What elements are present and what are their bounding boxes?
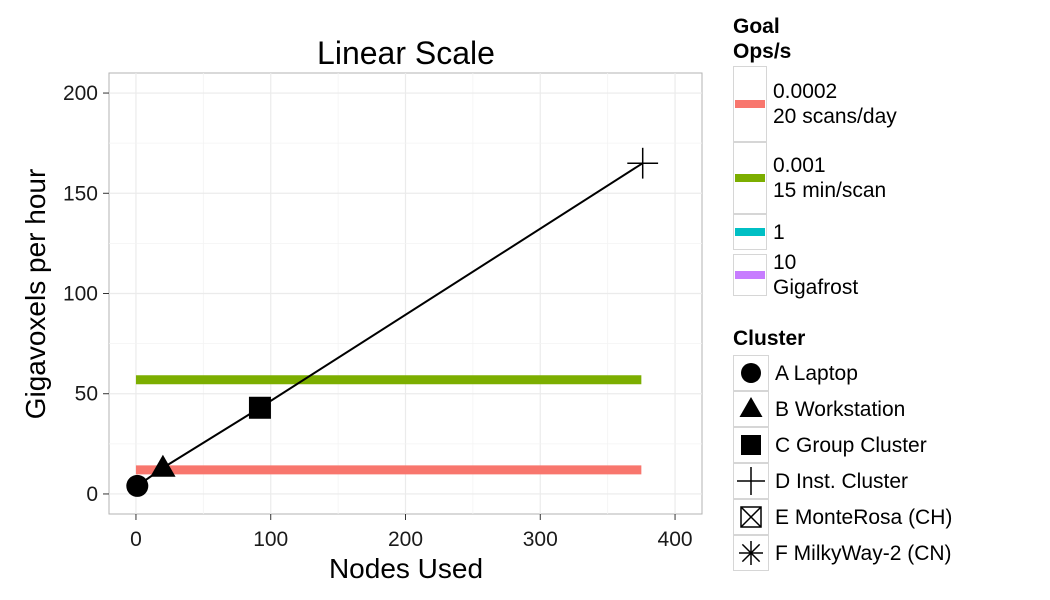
chart-canvas: Linear Scale 0 100 200 300 400 050100150200 … (20, 35, 703, 584)
goal-legend-label: 10 Gigafrost (773, 251, 859, 299)
goal-legend-label: 0.001 15 min/scan (773, 154, 887, 202)
goal-legend-label: 1 (773, 220, 785, 244)
goal-legend-swatch (733, 142, 767, 214)
legend-symbol (737, 467, 765, 495)
plus-icon (737, 467, 765, 495)
data-series (126, 147, 659, 497)
legend-symbol (739, 541, 763, 565)
y-tick-label: 100 (63, 283, 98, 306)
legend-symbol (741, 363, 761, 383)
goal-legend-item: 0.0002 20 scans/day (733, 66, 897, 142)
cluster-legend-swatch (733, 427, 769, 463)
asterisk-icon (739, 541, 763, 565)
x-axis-ticks: 0 100 200 300 400 (130, 514, 693, 551)
data-point (627, 147, 659, 179)
cluster-legend-item: D Inst. Cluster (733, 463, 952, 499)
data-point (150, 454, 176, 477)
y-tick-label: 50 (75, 383, 98, 406)
legend-symbol (741, 435, 761, 455)
cluster-legend-item: B Workstation (733, 391, 952, 427)
x-tick-label: 200 (388, 528, 423, 551)
cluster-legend-item: A Laptop (733, 355, 952, 391)
cluster-legend-swatch (733, 463, 769, 499)
boxcross-icon (740, 506, 762, 528)
y-tick-label: 200 (63, 82, 98, 105)
goal-legend: Goal Ops/s 0.0002 20 scans/day 0.001 15 m… (733, 14, 897, 300)
series-line (136, 162, 644, 487)
cluster-legend-title: Cluster (733, 327, 806, 350)
cluster-legend-item: C Group Cluster (733, 427, 952, 463)
x-tick-label: 300 (523, 528, 558, 551)
triangle-icon (739, 397, 763, 417)
y-tick-label: 150 (63, 182, 98, 205)
cluster-legend-label: C Group Cluster (775, 433, 927, 457)
cluster-legend-swatch (733, 391, 769, 427)
circle-icon (741, 363, 761, 383)
goal-lines (135, 375, 642, 475)
x-tick-label: 400 (658, 528, 693, 551)
goal-legend-item: 10 Gigafrost (733, 250, 897, 300)
data-point (126, 474, 149, 497)
goal-legend-swatch (733, 254, 767, 296)
cluster-legend-label: B Workstation (775, 397, 906, 421)
goal-legend-item: 1 (733, 214, 897, 250)
x-axis-label: Nodes Used (329, 553, 483, 584)
cluster-legend-item: E MonteRosa (CH) (733, 499, 952, 535)
x-tick-label: 0 (130, 528, 142, 551)
legend-symbol (739, 397, 763, 417)
goal-legend-keys: 0.0002 20 scans/day 0.001 15 min/scan 1 10 … (733, 66, 897, 300)
cluster-legend-swatch (733, 535, 769, 571)
goal-legend-swatch (733, 214, 767, 250)
chart-title: Linear Scale (317, 35, 495, 71)
cluster-legend-label: E MonteRosa (CH) (775, 505, 953, 529)
cluster-legend-label: A Laptop (775, 361, 858, 385)
goal-legend-title: Goal Ops/s (733, 15, 792, 63)
cluster-legend-swatch (733, 355, 769, 391)
y-tick-label: 0 (86, 483, 98, 506)
data-point (248, 396, 271, 419)
legend-symbol (740, 506, 762, 528)
cluster-legend-item: F MilkyWay-2 (CN) (733, 535, 952, 571)
x-tick-label: 100 (253, 528, 288, 551)
cluster-legend-keys: A Laptop B Workstation C Group Cluster D In… (733, 355, 952, 571)
y-axis-ticks: 0 50 100 150 200 (63, 82, 109, 506)
cluster-legend-swatch (733, 499, 769, 535)
goal-legend-label: 0.0002 20 scans/day (773, 80, 897, 128)
grid-lines (109, 73, 702, 514)
cluster-legend: Cluster A Laptop B Workstation C Group Clu… (733, 326, 952, 571)
goal-legend-item: 0.001 15 min/scan (733, 142, 897, 214)
goal-legend-swatch (733, 66, 767, 142)
square-icon (741, 435, 761, 455)
y-axis-label: Gigavoxels per hour (20, 169, 51, 420)
cluster-legend-label: F MilkyWay-2 (CN) (775, 541, 952, 565)
cluster-legend-label: D Inst. Cluster (775, 469, 909, 493)
